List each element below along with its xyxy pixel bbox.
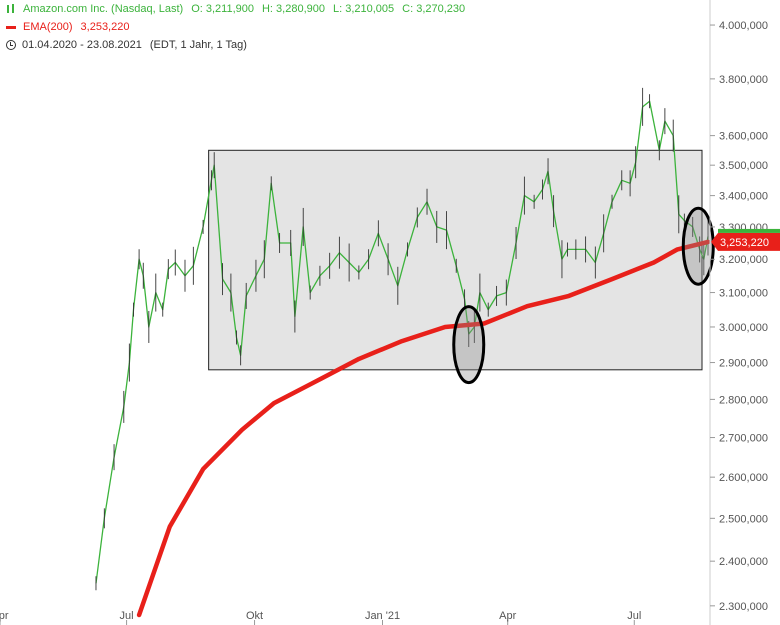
- legend-high: H: 3,280,900: [261, 3, 325, 15]
- line-icon: [6, 22, 18, 32]
- x-tick-label: Apr: [0, 610, 9, 622]
- y-tick-label: 3.200,000: [719, 254, 768, 266]
- ema-line: [136, 239, 711, 618]
- clock-icon: [6, 40, 16, 50]
- ema-layer: [136, 239, 711, 618]
- price-line: [95, 100, 709, 584]
- legend: Amazon.com Inc. (Nasdaq, Last) O: 3,211,…: [6, 0, 465, 54]
- y-tick-label: 3.100,000: [719, 288, 768, 300]
- x-tick-label: Jul: [120, 610, 134, 622]
- x-tick-label: Apr: [499, 610, 516, 622]
- y-tick-label: 4.000,000: [719, 20, 768, 32]
- y-tick-label: 2.800,000: [719, 394, 768, 406]
- y-tick-label: 3.500,000: [719, 160, 768, 172]
- legend-date-range: 01.04.2020 - 23.08.2021: [22, 39, 142, 51]
- price-tag-accent: [718, 228, 780, 233]
- y-tick-label: 2.900,000: [719, 358, 768, 370]
- legend-instrument: Amazon.com Inc. (Nasdaq, Last): [23, 3, 184, 15]
- highlight-ellipse-2: [681, 206, 715, 286]
- price-tag-layer: 3,253,220: [711, 228, 780, 251]
- candlestick-icon: [6, 4, 18, 14]
- y-tick-label: 2.300,000: [719, 601, 768, 613]
- annotation-layer: [452, 206, 715, 385]
- legend-open: O: 3,211,900: [191, 3, 254, 15]
- x-tick-label: Jul: [627, 610, 641, 622]
- x-tick-label: Okt: [246, 610, 263, 622]
- x-tick-label: Jan '21: [365, 610, 400, 622]
- y-axis: 2.300,000 2.400,000 2.500,000 2.600,000 2.70…: [709, 0, 768, 625]
- legend-range-row: 01.04.2020 - 23.08.2021 (EDT, 1 Jahr, 1 …: [6, 36, 465, 54]
- highlight-ellipse-1: [452, 305, 486, 385]
- y-tick-label: 3.600,000: [719, 131, 768, 143]
- y-tick-label: 2.600,000: [719, 472, 768, 484]
- legend-settings: (EDT, 1 Jahr, 1 Tag): [149, 39, 247, 51]
- y-tick-label: 3.000,000: [719, 322, 768, 334]
- legend-ema-value: 3,253,220: [80, 21, 130, 33]
- y-tick-label: 2.500,000: [719, 513, 768, 525]
- x-axis: Apr Jul Okt Jan '21 Apr Jul: [0, 610, 641, 625]
- y-tick-label: 2.700,000: [719, 433, 768, 445]
- legend-ema-label: EMA(200): [23, 21, 73, 33]
- price-tag-label: 3,253,220: [720, 237, 769, 249]
- y-tick-label: 3.800,000: [719, 74, 768, 86]
- price-layer: [95, 87, 709, 591]
- price-tag: [711, 232, 780, 251]
- legend-low: L: 3,210,005: [332, 3, 395, 15]
- legend-ema-row: EMA(200) 3,253,220: [6, 18, 465, 36]
- legend-close: C: 3,270,230: [402, 3, 466, 15]
- y-tick-label: 3.400,000: [719, 191, 768, 203]
- legend-instrument-row: Amazon.com Inc. (Nasdaq, Last) O: 3,211,…: [6, 0, 465, 18]
- y-tick-label: 2.400,000: [719, 556, 768, 568]
